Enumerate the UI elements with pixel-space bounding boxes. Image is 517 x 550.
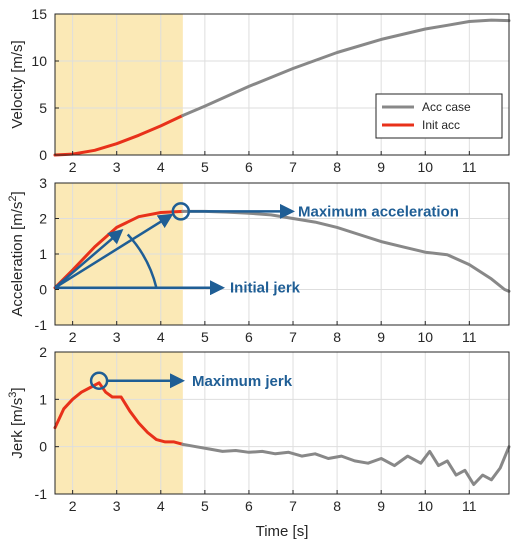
legend-box bbox=[375, 93, 503, 139]
max-acceleration-label: Maximum acceleration bbox=[298, 203, 459, 220]
y-axis-label: Jerk [m/s3] bbox=[7, 387, 26, 458]
x-tick-label: 7 bbox=[289, 159, 297, 175]
max-acceleration-marker bbox=[171, 202, 191, 221]
x-tick-label: 4 bbox=[157, 498, 165, 514]
x-tick-label: 9 bbox=[377, 159, 385, 175]
y-axis-label: Velocity [m/s] bbox=[9, 40, 26, 128]
x-tick-label: 5 bbox=[201, 159, 209, 175]
x-tick-label: 10 bbox=[417, 329, 433, 345]
x-tick-label: 10 bbox=[417, 498, 433, 514]
x-tick-label: 9 bbox=[377, 329, 385, 345]
x-tick-label: 5 bbox=[201, 498, 209, 514]
initial-jerk-label: Initial jerk bbox=[230, 280, 301, 297]
x-tick-label: 7 bbox=[289, 329, 297, 345]
y-tick-label: 3 bbox=[39, 175, 47, 191]
x-tick-label: 6 bbox=[245, 329, 253, 345]
highlight-region bbox=[55, 352, 183, 494]
series-line-init-acc bbox=[53, 209, 185, 290]
axes-box bbox=[54, 13, 510, 156]
panel-2: 2 3 4 5 6 7 8 9 10 11 -1 0 1 2 3 Acceleration [m/s2] bbox=[7, 175, 511, 345]
y-tick-label: 10 bbox=[31, 53, 47, 69]
y-tick-label: 0 bbox=[39, 282, 47, 298]
x-tick-label: 10 bbox=[417, 159, 433, 175]
y-tick-label: 1 bbox=[39, 391, 47, 407]
x-tick-label: 11 bbox=[462, 498, 477, 514]
panel-3: 2 3 4 5 6 7 8 9 10 11 -1 0 1 2 Jerk [m/s3] Time [s] bbox=[7, 344, 511, 540]
x-tick-label: 2 bbox=[69, 329, 77, 345]
y-tick-label: 1 bbox=[39, 246, 47, 262]
slope-arrow-initial bbox=[54, 228, 124, 289]
series-line-acc-case bbox=[181, 209, 511, 293]
x-tick-label: 4 bbox=[157, 329, 165, 345]
y-tick-label: 15 bbox=[31, 6, 47, 22]
y-tick-label: -1 bbox=[35, 317, 48, 333]
series-line-acc-case bbox=[181, 18, 511, 117]
y-axis-label: Acceleration [m/s2] bbox=[7, 191, 26, 316]
x-tick-label: 8 bbox=[333, 329, 341, 345]
x-tick-label: 2 bbox=[69, 498, 77, 514]
x-tick-label: 3 bbox=[113, 329, 121, 345]
legend-entry-label: Acc case bbox=[422, 100, 471, 114]
y-tick-label: 0 bbox=[39, 147, 47, 163]
legend: Acc case Init acc bbox=[375, 93, 503, 139]
x-tick-label: 3 bbox=[113, 498, 121, 514]
y-tick-label: -1 bbox=[35, 486, 48, 502]
max-jerk-label: Maximum jerk bbox=[192, 373, 293, 390]
y-tick-label: 2 bbox=[39, 344, 47, 360]
x-tick-label: 11 bbox=[462, 159, 477, 175]
x-tick-label: 8 bbox=[333, 159, 341, 175]
x-tick-label: 9 bbox=[377, 498, 385, 514]
x-tick-label: 8 bbox=[333, 498, 341, 514]
y-tick-label: 0 bbox=[39, 439, 47, 455]
highlight-region bbox=[55, 14, 183, 155]
x-tick-label: 5 bbox=[201, 329, 209, 345]
x-tick-label: 3 bbox=[113, 159, 121, 175]
series-line-init-acc bbox=[53, 381, 185, 446]
annotation-acceleration: Maximum acceleration Initial jerk bbox=[54, 202, 459, 297]
x-tick-label: 7 bbox=[289, 498, 297, 514]
x-tick-label: 2 bbox=[69, 159, 77, 175]
legend-entry-label: Init acc bbox=[422, 118, 460, 132]
jerk-angle-arc bbox=[126, 233, 158, 289]
series-line-acc-case bbox=[181, 442, 511, 486]
y-tick-label: 2 bbox=[39, 211, 47, 227]
axes-box bbox=[54, 351, 510, 495]
x-tick-label: 4 bbox=[157, 159, 165, 175]
slope-arrow-max bbox=[54, 213, 174, 289]
y-tick-label: 5 bbox=[39, 100, 47, 116]
x-tick-label: 6 bbox=[245, 498, 253, 514]
panel-1: 2 3 4 5 6 7 8 9 10 11 0 5 10 15 Velocity [m/s] Acc case… bbox=[9, 6, 511, 175]
annotation-jerk: Maximum jerk bbox=[89, 371, 293, 391]
x-tick-label: 6 bbox=[245, 159, 253, 175]
x-axis-label: Time [s] bbox=[256, 523, 309, 540]
x-tick-label: 11 bbox=[462, 329, 477, 345]
